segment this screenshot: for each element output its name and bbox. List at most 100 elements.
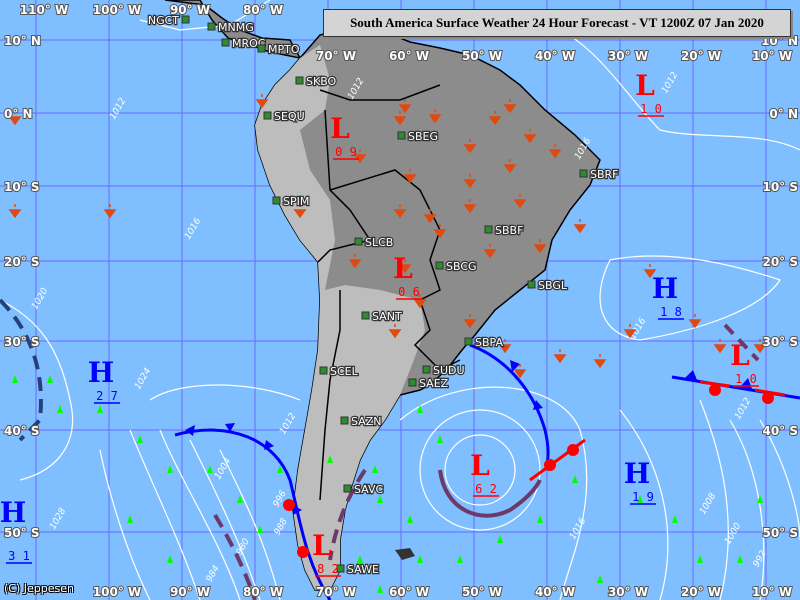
rain-symbol [643,264,657,279]
low-pressure-center[interactable]: L1 0 [730,339,759,387]
station-label[interactable]: SCEL [329,364,360,380]
station-label[interactable]: SBBF [494,223,525,239]
fronts [0,298,800,600]
station-marker[interactable] [343,484,352,493]
center-pressure-value: 0 6 [398,285,420,299]
snow-symbol [537,515,543,523]
snow-symbol [372,465,378,473]
station-marker[interactable] [340,416,349,425]
latitude-label-right: 30° S [762,335,798,349]
station-marker[interactable] [295,76,304,85]
longitude-label-bottom: 100° W [93,585,141,599]
snow-symbol [377,495,383,503]
station-marker[interactable] [272,196,281,205]
longitude-label-top: 10° W [752,49,792,63]
longitude-label-top: 90° W [170,3,210,17]
snow-symbol [277,465,283,473]
station-label[interactable]: SEQU [273,109,306,125]
station-marker[interactable] [319,366,328,375]
latitude-label-left: 40° S [4,424,40,438]
station-label[interactable]: SLCB [364,235,395,251]
low-pressure-center[interactable]: L6 2 [470,449,499,497]
snow-symbol [257,525,263,533]
station-label[interactable]: NGCT [147,13,181,29]
station-label[interactable]: SBRF [589,167,620,183]
low-pressure-center[interactable]: L0 6 [393,252,422,300]
longitude-label-top: 30° W [608,49,648,63]
station-label[interactable]: SAEZ [418,376,450,392]
rain-symbol [433,224,447,239]
station-label[interactable]: SAVC [353,482,385,498]
rain-symbol [413,294,427,309]
longitude-label-bottom: 60° W [389,585,429,599]
snow-symbol [137,435,143,443]
station-marker[interactable] [181,15,190,24]
station-marker[interactable] [579,169,588,178]
station-label[interactable]: SKBO [305,74,338,90]
station-label[interactable]: MNMG [217,20,255,36]
station-marker[interactable] [257,44,266,53]
snow-symbol [97,405,103,413]
rain-symbol [463,314,477,329]
station-label[interactable]: SPIM [282,194,311,210]
longitude-label-top: 70° W [316,49,356,63]
longitude-label-bottom: 30° W [608,585,648,599]
low-pressure-center[interactable]: L1 0 [635,69,664,117]
station-marker[interactable] [435,261,444,270]
rain-symbol [293,204,307,219]
station-marker[interactable] [527,280,536,289]
station-marker[interactable] [397,131,406,140]
station-marker[interactable] [207,22,216,31]
high-pressure-center[interactable]: H1 8 [652,272,684,320]
station-label[interactable]: SBCG [445,259,478,275]
isobar-label: 1000 [723,521,743,546]
station-label[interactable]: SBEG [407,129,440,145]
isobar-label: 1008 [698,491,718,516]
center-symbol: L [730,339,750,372]
rain-symbol [423,209,437,224]
station-marker[interactable] [464,337,473,346]
pressure-centers: L0 9L1 0L0 6 H1 8L1 0H2 7L6 2 H1 9H3 1 L8 2 [0,69,759,577]
high-pressure-center[interactable]: H1 9 [624,457,656,505]
station-marker[interactable] [263,111,272,120]
longitude-label-bottom: 10° W [752,585,792,599]
isobar-label: 1028 [48,506,68,531]
rain-symbol [498,339,512,354]
snow-symbol [47,375,53,383]
station-label[interactable]: MPTO [267,42,301,58]
station-label[interactable]: SBGL [537,278,569,294]
station-label[interactable]: SAZN [350,414,383,430]
high-pressure-center[interactable]: H 3 1 [0,496,32,564]
trough-2 [328,468,367,561]
high-pressure-center[interactable]: H2 7 [88,356,120,404]
center-pressure-value: 8 2 [317,562,339,576]
rain-symbol [753,339,767,354]
center-pressure-value: 1 8 [660,305,682,319]
center-pressure-value: 1 0 [735,372,757,386]
station-label[interactable]: SUDU [432,363,466,379]
low-pressure-center[interactable]: L0 9 [330,112,359,160]
station-marker[interactable] [422,365,431,374]
station-label[interactable]: SANT [371,309,403,325]
snow-symbol [572,475,578,483]
center-symbol: L [330,112,350,145]
station-label[interactable]: SBPA [474,335,505,351]
station-marker[interactable] [361,311,370,320]
snow-symbol [417,405,423,413]
station-marker[interactable] [354,237,363,246]
station-label[interactable]: SAWE [346,562,380,578]
isobar-label: 1024 [133,366,153,391]
station-marker[interactable] [484,225,493,234]
rain-symbol [398,99,412,114]
station-marker[interactable] [336,564,345,573]
latitude-label-left: 10° S [4,180,40,194]
station-marker[interactable] [408,378,417,387]
station-marker[interactable] [221,38,230,47]
latitude-label-right: 50° S [762,526,798,540]
isobar-label: 984 [205,564,222,584]
snow-symbol [207,465,213,473]
snow-symbol [757,495,763,503]
low-pressure-center[interactable]: L8 2 [312,529,341,577]
longitude-label-top: 60° W [389,49,429,63]
